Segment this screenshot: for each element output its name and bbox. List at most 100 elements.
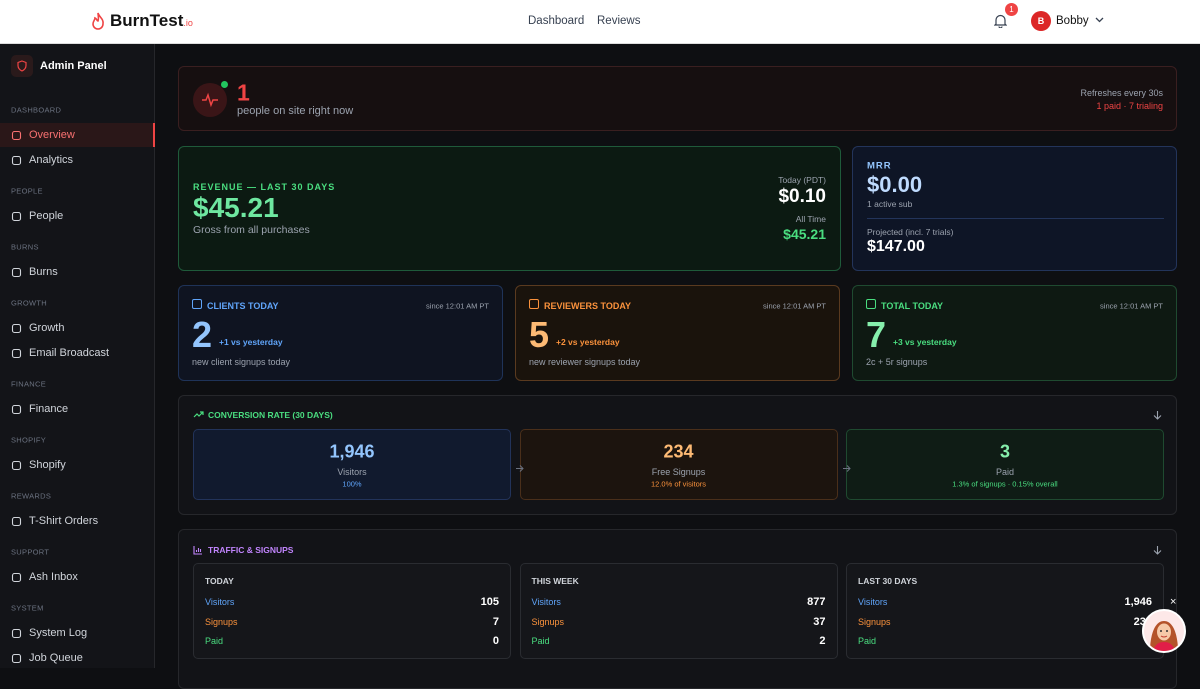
chart-icon [193,546,202,555]
row-label: Visitors [205,597,235,607]
row-label: Signups [531,616,565,627]
sidebar-item[interactable]: Email Broadcast [0,341,155,365]
sidebar-item-label: Ash Inbox [29,571,78,583]
conversion-panel: CONVERSION RATE (30 DAYS) 1,946 Visitors 1… [178,395,1177,515]
sidebar: Admin Panel DASHBOARD Overview Analytics PE… [0,44,155,668]
stat-note: new client signups today [192,357,291,367]
all-time-label: All Time [795,214,826,224]
sidebar-heading: SUPPORT [11,547,50,557]
stat-title: TOTAL TODAY [881,301,944,311]
step-label: Visitors [337,467,367,477]
live-dot [221,81,228,88]
period-name: TODAY [205,576,234,586]
projected-value: $147.00 [867,238,925,255]
chevron-down[interactable] [1095,17,1104,23]
sidebar-item[interactable]: Finance [0,397,155,421]
sidebar-item[interactable]: Shopify [0,453,155,477]
sidebar-item[interactable]: Ash Inbox [0,565,155,589]
step-note: 100% [342,479,362,489]
step-label: Paid [995,467,1014,477]
stat-icon [192,299,202,309]
sidebar-heading: FINANCE [11,379,47,389]
nav-link[interactable]: Dashboard [528,15,585,27]
step-note: 12.0% of visitors [650,479,707,489]
sidebar-heading: REWARDS [11,491,52,501]
projected-label: Projected (incl. 7 trials) [867,227,954,237]
row-label: Paid [531,636,550,646]
mrr-value: $0.00 [867,172,923,197]
sidebar-item-label: T-Shirt Orders [29,515,99,527]
sidebar-item-label: Email Broadcast [29,347,110,359]
sidebar-item-label: Overview [29,129,75,141]
sidebar-item[interactable]: Growth [0,316,155,340]
sidebar-item-label: Burns [29,266,58,278]
conversion-title: CONVERSION RATE (30 DAYS) [208,410,333,420]
step-value: 234 [663,441,694,462]
mrr-card: MRR $0.00 1 active sub Projected (incl. … [852,146,1177,271]
chat-avatar[interactable] [1142,609,1186,653]
row-label: Paid [205,636,224,646]
sidebar-item-label: Growth [29,322,65,334]
bell-icon[interactable] [994,14,1007,28]
period-box: THIS WEEK Visitors 877 Signups 37 Paid 2 [519,563,838,659]
funnel-step: 234 Free Signups 12.0% of visitors [519,429,838,500]
logo-suffix: .io [183,18,193,28]
stat-value: 7 [866,314,887,355]
funnel-arrow [515,460,525,478]
period-name: LAST 30 DAYS [858,576,918,586]
admin-icon [11,55,33,77]
stat-delta: +1 vs yesterday [219,337,283,347]
step-label: Free Signups [651,467,706,477]
sidebar-item[interactable]: Job Queue [0,646,155,670]
collapse-icon[interactable] [1153,410,1162,420]
stat-value: 2 [192,314,213,355]
revenue-card: REVENUE — LAST 30 DAYS $45.21 Gross from… [178,146,841,271]
user-avatar[interactable]: B [1031,11,1051,31]
sidebar-item-label: Shopify [29,459,66,471]
stat-delta: +3 vs yesterday [893,337,957,347]
logo[interactable]: BurnTest.io [110,11,193,31]
sidebar-heading: SYSTEM [11,603,44,613]
close-button[interactable]: × [1170,596,1177,608]
sidebar-item-label: Finance [29,403,69,415]
sidebar-item[interactable]: T-Shirt Orders [0,509,155,533]
stat-card: TOTAL TODAY since 12:01 AM PT 7 +3 vs yeste… [852,285,1177,381]
stat-note: new reviewer signups today [529,357,641,367]
sidebar-heading: PEOPLE [11,186,43,196]
step-note: 1.3% of signups · 0.15% overall [952,479,1058,489]
step-value: 3 [999,441,1010,462]
period-name: THIS WEEK [531,576,579,586]
stat-since: since 12:01 AM PT [1100,301,1163,311]
nav-link[interactable]: Reviews [597,15,641,27]
sidebar-item[interactable]: Burns [0,260,155,284]
collapse-icon[interactable] [1153,545,1162,555]
row-label: Signups [858,616,891,627]
funnel-step: 1,946 Visitors 100% [193,429,511,500]
step-value: 1,946 [329,441,375,462]
row-value: 7 [492,615,499,628]
stat-icon [529,299,539,309]
logo-icon [92,12,104,30]
stat-since: since 12:01 AM PT [763,301,826,311]
divider [867,218,1164,219]
stat-title: REVIEWERS TODAY [544,301,632,311]
revenue-value: $45.21 [193,192,279,223]
row-label: Visitors [858,597,888,607]
stat-delta: +2 vs yesterday [556,337,620,347]
sidebar-item[interactable]: System Log [0,621,155,645]
sidebar-item[interactable]: People [0,204,155,228]
mrr-note: 1 active sub [867,199,913,209]
stat-value: 5 [529,314,550,355]
traffic-panel: TRAFFIC & SIGNUPS TODAY Visitors 105 Signup… [178,529,1177,689]
sidebar-item[interactable]: Analytics [0,148,155,172]
stat-card: CLIENTS TODAY since 12:01 AM PT 2 +1 vs yes… [178,285,503,381]
traffic-title: TRAFFIC & SIGNUPS [208,545,294,555]
stat-icon [866,299,876,309]
sidebar-item[interactable]: Overview [0,123,155,147]
sidebar-heading: DASHBOARD [11,105,62,115]
row-value: 37 [813,615,826,628]
user-name[interactable]: Bobby [1056,15,1089,27]
sidebar-item-label: Job Queue [29,652,83,664]
